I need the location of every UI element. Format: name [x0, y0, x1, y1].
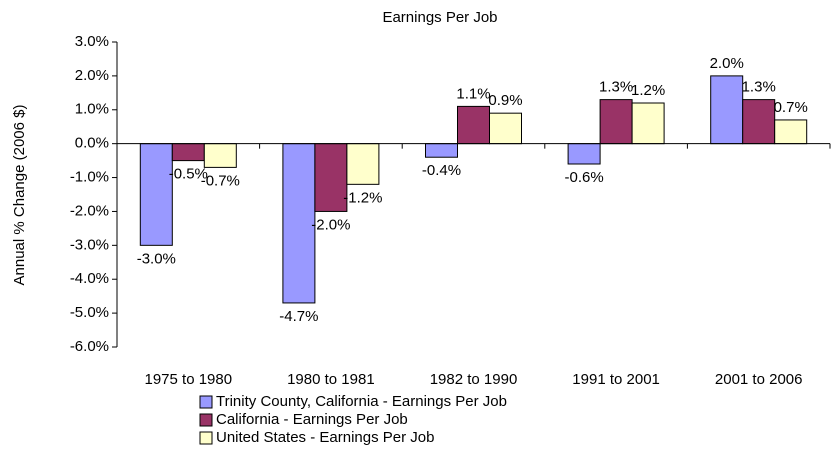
legend-swatch	[199, 431, 213, 445]
data-label: -0.7%	[201, 172, 240, 189]
legend-label: United States - Earnings Per Job	[216, 429, 434, 446]
bar	[457, 105, 490, 145]
bar	[171, 143, 205, 162]
data-label: -1.2%	[343, 189, 382, 206]
y-tick-label: -4.0%	[70, 270, 109, 287]
y-axis-title: Annual % Change (2006 $)	[11, 105, 28, 286]
x-tick-label: 1982 to 1990	[430, 371, 518, 388]
legend-label: California - Earnings Per Job	[216, 411, 408, 428]
y-tick-label: -5.0%	[70, 304, 109, 321]
bar	[489, 112, 522, 145]
bar	[599, 99, 633, 145]
bar	[742, 99, 776, 145]
bar	[631, 102, 665, 145]
data-label: 1.2%	[631, 82, 665, 99]
bar	[139, 143, 173, 246]
x-tick-label: 2001 to 2006	[715, 371, 803, 388]
bar	[346, 143, 380, 185]
bar	[774, 119, 808, 145]
y-tick-label: 3.0%	[75, 33, 109, 50]
data-label: 0.9%	[488, 92, 522, 109]
data-label: -0.4%	[422, 162, 461, 179]
y-tick-label: -2.0%	[70, 202, 109, 219]
y-tick-label: -6.0%	[70, 338, 109, 355]
x-tick-label: 1980 to 1981	[287, 371, 375, 388]
data-label: 1.1%	[456, 85, 490, 102]
bar	[425, 143, 458, 158]
legend-swatch	[199, 413, 213, 427]
data-label: -0.6%	[565, 169, 604, 186]
data-label: 1.3%	[742, 79, 776, 96]
bar	[710, 75, 744, 145]
bar	[282, 143, 316, 304]
y-tick-label: -3.0%	[70, 236, 109, 253]
data-label: 0.7%	[774, 99, 808, 116]
data-label: -2.0%	[311, 216, 350, 233]
bar	[567, 143, 601, 165]
chart-title: Earnings Per Job	[382, 9, 497, 26]
data-label: 1.3%	[599, 79, 633, 96]
legend-label: Trinity County, California - Earnings Pe…	[216, 393, 507, 410]
data-label: -0.5%	[169, 166, 208, 183]
x-tick-label: 1975 to 1980	[145, 371, 233, 388]
y-tick-label: 0.0%	[75, 135, 109, 152]
data-label: -4.7%	[279, 308, 318, 325]
bar	[314, 143, 348, 212]
bar	[203, 143, 237, 168]
x-tick-label: 1991 to 2001	[572, 371, 660, 388]
y-tick-label: -1.0%	[70, 169, 109, 186]
legend-swatch	[199, 395, 213, 409]
y-tick-label: 1.0%	[75, 101, 109, 118]
data-label: 2.0%	[710, 55, 744, 72]
data-label: -3.0%	[137, 250, 176, 267]
y-tick-label: 2.0%	[75, 67, 109, 84]
